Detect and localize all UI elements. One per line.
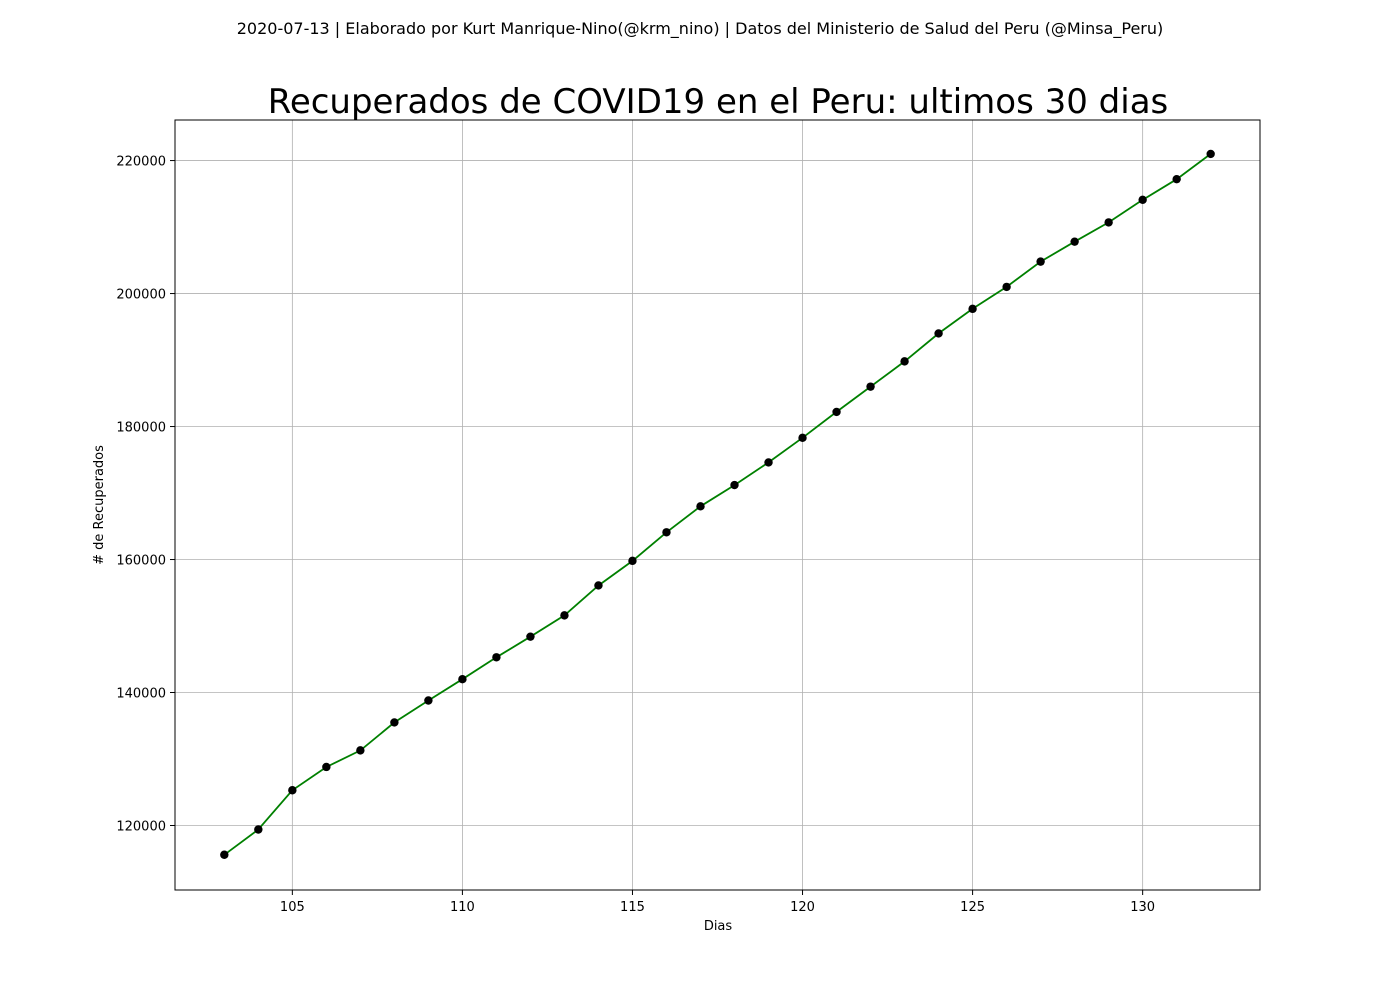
data-point [594, 581, 603, 590]
data-point [1104, 218, 1113, 227]
data-point [390, 718, 399, 727]
data-point [356, 746, 365, 755]
data-point [560, 611, 569, 620]
data-point [1070, 237, 1079, 246]
y-tick-label: 140000 [116, 687, 166, 702]
x-axis-ticks: 105 110 115 120 125 130 [280, 890, 1155, 915]
data-point [730, 480, 739, 490]
data-point [866, 382, 875, 391]
y-tick-label: 160000 [116, 554, 166, 569]
grid-lines [175, 120, 1260, 890]
x-tick-label: 130 [1130, 900, 1155, 915]
data-point [288, 786, 297, 795]
data-point [968, 304, 977, 314]
data-point [832, 407, 841, 417]
plot-area-frame [174, 119, 1261, 891]
data-point [764, 458, 773, 467]
data-point [1138, 195, 1147, 204]
data-point [492, 653, 501, 662]
x-tick-label: 115 [620, 900, 645, 915]
data-point [424, 696, 433, 705]
y-axis-ticks: 120000 140000 160000 180000 200000 220000 [116, 155, 175, 835]
data-point [1206, 149, 1215, 159]
data-point [458, 675, 467, 684]
data-point [662, 528, 671, 537]
y-tick-label: 180000 [116, 421, 166, 436]
y-tick-label: 120000 [116, 820, 166, 835]
data-point [1036, 257, 1045, 266]
data-point [526, 632, 535, 641]
data-point [1172, 174, 1181, 184]
data-point [628, 556, 637, 566]
x-tick-label: 110 [450, 900, 475, 915]
data-point [220, 850, 229, 859]
chart-title: Recuperados de COVID19 en el Peru: ultim… [268, 82, 1169, 122]
series-recuperados [220, 149, 1215, 859]
x-tick-label: 125 [960, 900, 985, 915]
data-point [798, 433, 807, 443]
x-tick-label: 105 [280, 900, 305, 915]
data-point [254, 825, 263, 834]
y-axis-label: # de Recuperados [92, 445, 107, 565]
y-tick-label: 200000 [116, 288, 166, 303]
series-line [223, 153, 1212, 856]
y-tick-label: 220000 [116, 155, 166, 170]
data-point [900, 357, 909, 366]
chart-suptitle: 2020-07-13 | Elaborado por Kurt Manrique… [237, 19, 1164, 39]
x-tick-label: 120 [790, 900, 815, 915]
data-point [934, 329, 943, 338]
data-point [322, 762, 331, 772]
data-point [1002, 282, 1011, 292]
x-axis-label: Dias [704, 919, 733, 934]
data-point [696, 502, 705, 511]
